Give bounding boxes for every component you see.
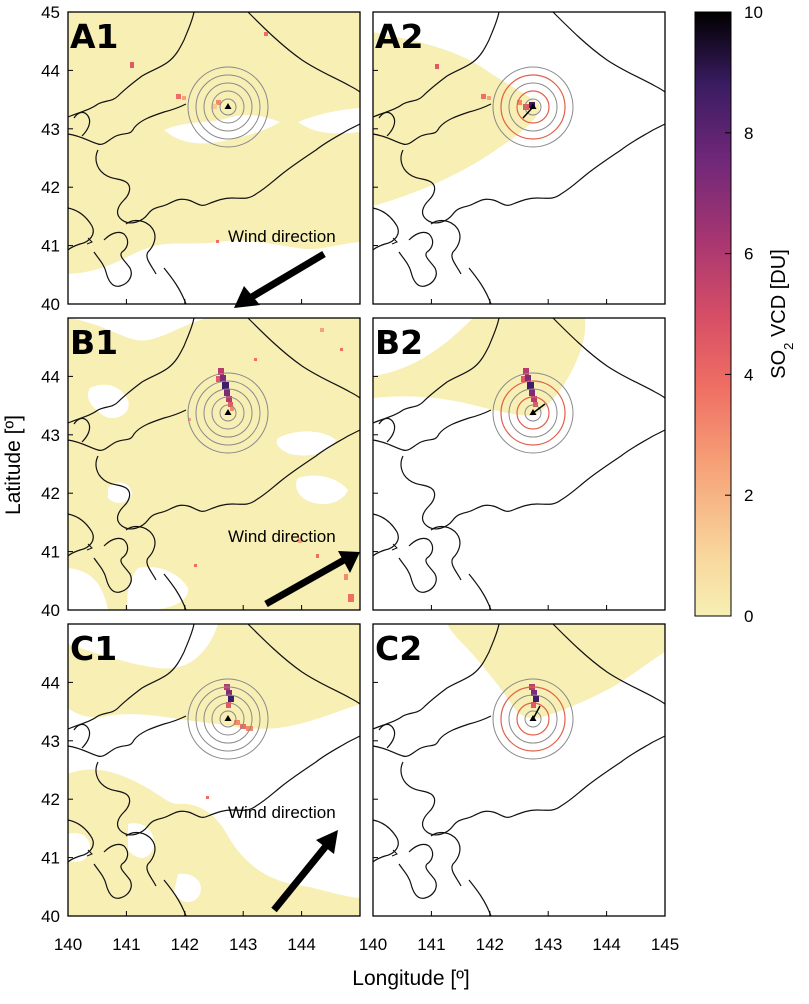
panel-frame	[372, 623, 666, 917]
so2-plume	[521, 368, 538, 407]
so2-plume	[188, 328, 354, 602]
colorbar-tick-label: 6	[744, 245, 753, 264]
panel-B2: B2	[372, 317, 666, 611]
transport-direction-icon	[532, 705, 541, 720]
panel-C1: C1 Wind direction	[67, 623, 361, 917]
y-tick-label: 42	[41, 790, 60, 809]
so2-background-field	[447, 624, 665, 719]
colorbar-tick-label: 10	[744, 3, 763, 22]
wind-direction-label: Wind direction	[228, 803, 336, 822]
y-tick-label: 40	[41, 295, 60, 314]
x-tick-label: 140	[54, 935, 82, 954]
x-tick-label: 143	[534, 935, 562, 954]
y-tick-label: 44	[41, 61, 60, 80]
wind-arrow-icon	[271, 830, 338, 913]
axis-ticks: 140 141 142 143 144 140 141 142 143 144 145 40 41 42 4…	[41, 3, 679, 954]
colorbar-gradient	[694, 11, 732, 617]
volcano-triangle-icon	[224, 103, 232, 109]
so2-background-field	[373, 32, 540, 206]
volcano-triangle-icon	[529, 715, 537, 721]
panel-label: B1	[70, 323, 118, 362]
wind-arrow-icon	[234, 250, 326, 308]
y-tick-label: 41	[41, 237, 60, 256]
so2-background-field	[68, 624, 360, 916]
x-tick-label: 141	[112, 935, 140, 954]
panel-frame	[372, 11, 666, 305]
panel-label: C1	[70, 629, 117, 668]
panel-label: C2	[375, 629, 422, 668]
panel-A2: A2	[372, 11, 666, 305]
colorbar-tick-label: 0	[744, 607, 753, 626]
panel-frame	[67, 11, 361, 305]
x-tick-label: 140	[359, 935, 387, 954]
colorbar-title: SO2 VCD [DU]	[768, 249, 796, 378]
panel-label: A1	[70, 17, 119, 56]
x-tick-label: 142	[171, 935, 199, 954]
colorbar-tick-label: 4	[744, 365, 753, 384]
x-tick-label: 145	[651, 935, 679, 954]
y-tick-label: 42	[41, 484, 60, 503]
y-tick-label: 45	[41, 3, 60, 22]
panel-frame	[67, 623, 361, 917]
y-tick-label: 43	[41, 426, 60, 445]
y-tick-label: 44	[41, 367, 60, 386]
volcano-triangle-icon	[529, 409, 537, 415]
y-axis-title: Latitude [º]	[2, 415, 25, 515]
so2-background-field	[68, 318, 360, 610]
transport-direction-icon	[532, 403, 546, 414]
x-tick-label: 141	[417, 935, 445, 954]
colorbar-ticks: 0 2 4 6 8 10	[725, 3, 763, 626]
panel-C2: C2	[372, 623, 666, 917]
colorbar: 0 2 4 6 8 10 SO2 VCD [DU]	[694, 3, 796, 626]
x-tick-label: 142	[476, 935, 504, 954]
y-tick-label: 44	[41, 673, 60, 692]
colorbar-tick-label: 8	[744, 124, 753, 143]
wind-direction-label: Wind direction	[228, 527, 336, 546]
x-tick-label: 143	[229, 935, 257, 954]
y-tick-label: 40	[41, 907, 60, 926]
x-tick-label: 144	[592, 935, 620, 954]
panel-label: A2	[375, 17, 424, 56]
y-tick-label: 41	[41, 543, 60, 562]
so2-plume	[130, 32, 268, 243]
panel-B1: B1 Wind direction	[67, 317, 361, 611]
y-tick-label: 42	[41, 178, 60, 197]
panel-A1: A1 Wind direction	[67, 11, 361, 308]
y-tick-label: 43	[41, 120, 60, 139]
wind-direction-label: Wind direction	[228, 227, 336, 246]
volcano-triangle-icon	[224, 715, 232, 721]
wind-arrow-icon	[264, 551, 360, 608]
y-tick-label: 40	[41, 601, 60, 620]
volcano-triangle-icon	[529, 103, 537, 109]
y-tick-label: 41	[41, 849, 60, 868]
x-axis-title: Longitude [º]	[352, 967, 469, 990]
panel-frame	[372, 317, 666, 611]
y-tick-label: 43	[41, 732, 60, 751]
colorbar-tick-label: 2	[744, 486, 753, 505]
x-tick-label: 144	[287, 935, 315, 954]
panel-frame	[67, 317, 361, 611]
volcano-triangle-icon	[224, 409, 232, 415]
panel-label: B2	[375, 323, 423, 362]
